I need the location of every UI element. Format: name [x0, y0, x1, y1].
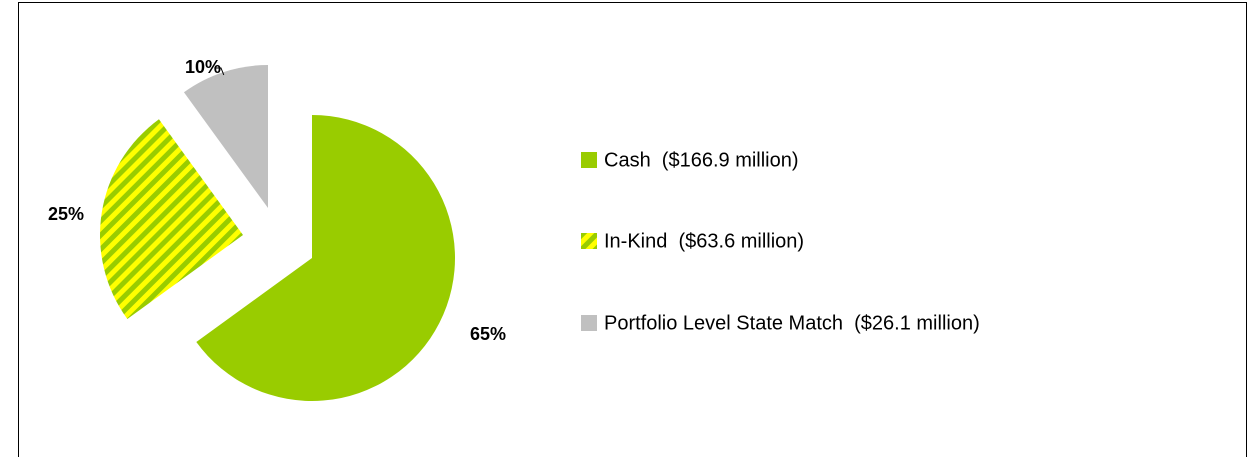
- pie-slice: [100, 119, 243, 320]
- legend-swatch: [581, 152, 597, 168]
- legend-label: In-Kind ($63.6 million): [604, 230, 804, 252]
- legend-swatch: [581, 233, 597, 249]
- data-label: 65%: [470, 324, 506, 344]
- leader-line: [215, 67, 225, 76]
- legend-label: Portfolio Level State Match ($26.1 milli…: [604, 312, 980, 334]
- pie-slice: [196, 115, 456, 402]
- legend-label: Cash ($166.9 million): [604, 149, 799, 171]
- data-label: 25%: [48, 204, 84, 224]
- frame: [18, 2, 1247, 457]
- data-label: 10%: [185, 57, 221, 77]
- pie-slice: [183, 65, 268, 208]
- legend-swatch: [581, 315, 597, 331]
